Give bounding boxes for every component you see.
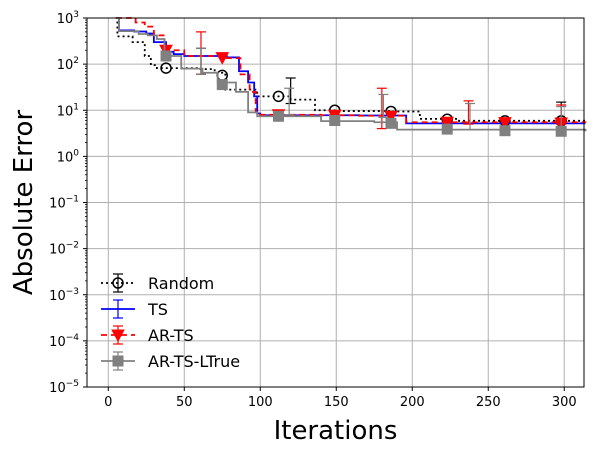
legend-marker <box>111 329 125 343</box>
data-point <box>215 52 230 65</box>
data-point <box>499 125 511 137</box>
x-tick-label: 150 <box>324 395 349 410</box>
series-random <box>115 17 586 127</box>
x-tick-label: 200 <box>400 395 425 410</box>
y-tick-label: 101 <box>57 102 79 119</box>
x-axis: 0 50 100 150 200 250 300 <box>104 387 577 410</box>
x-axis-label: Iterations <box>274 416 398 446</box>
data-point <box>385 117 397 129</box>
y-axis-label: Absolute Error <box>9 110 39 296</box>
data-point <box>384 110 398 124</box>
y-tick-label: 10−5 <box>49 379 79 396</box>
legend-entry: AR-TS <box>101 325 194 345</box>
data-point <box>160 62 172 74</box>
series-ts <box>115 17 586 125</box>
data-point <box>273 110 285 122</box>
legend-entry: Random <box>101 273 214 293</box>
legend-entry: TS <box>101 299 168 319</box>
series-line <box>115 17 587 124</box>
legend-label: Random <box>148 274 214 293</box>
data-point <box>555 125 567 137</box>
data-point <box>498 117 512 130</box>
legend-entry: AR-TS-LTrue <box>101 351 240 371</box>
series-layer <box>115 17 587 137</box>
series-ar-ts <box>115 17 587 131</box>
legend-label: TS <box>147 300 168 319</box>
y-tick-label: 10−1 <box>49 195 79 212</box>
y-tick-label: 102 <box>57 56 79 73</box>
y-axis: 10−5 10−4 10−3 10−2 10−1 100 101 102 103 <box>49 10 87 396</box>
series-line <box>115 17 586 125</box>
data-point <box>441 123 453 135</box>
legend: Random TS AR-TS AR-TS-LTrue <box>101 273 240 371</box>
legend-label: AR-TS-LTrue <box>148 352 240 371</box>
x-tick-label: 250 <box>476 395 501 410</box>
data-point <box>216 79 228 91</box>
legend-marker <box>112 277 124 289</box>
series-ar-ts-ltrue <box>115 17 587 137</box>
x-tick-label: 50 <box>176 395 193 410</box>
data-point <box>329 114 341 126</box>
legend-label: AR-TS <box>148 326 194 345</box>
y-tick-label: 103 <box>57 10 79 27</box>
data-point <box>160 50 172 62</box>
y-tick-label: 10−3 <box>49 287 79 304</box>
y-tick-label: 100 <box>57 148 80 165</box>
data-point <box>272 90 285 103</box>
legend-marker <box>112 355 124 367</box>
series-line <box>115 17 587 132</box>
data-point <box>440 116 455 130</box>
x-tick-label: 100 <box>248 395 273 410</box>
x-tick-label: 0 <box>104 395 112 410</box>
x-tick-label: 300 <box>552 395 577 410</box>
series-line <box>115 17 586 122</box>
y-tick-label: 10−2 <box>49 241 79 258</box>
y-tick-label: 10−4 <box>49 333 79 350</box>
